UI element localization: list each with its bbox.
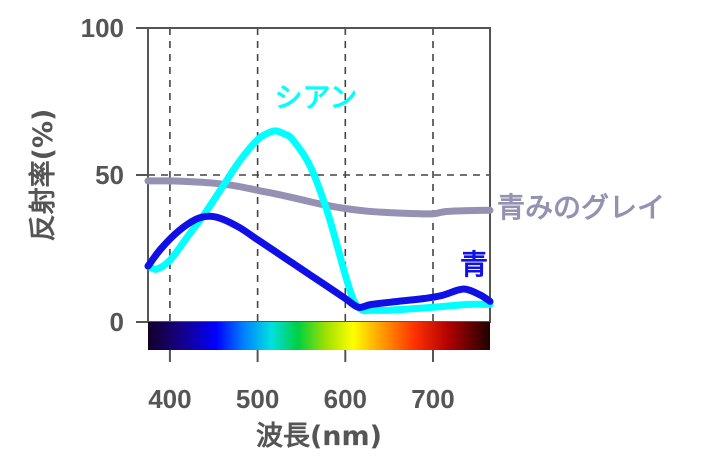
x-axis-title: 波長(nm) xyxy=(256,421,382,452)
spectrum-bar xyxy=(148,322,490,350)
series-line xyxy=(144,212,494,311)
y-tick-label: 50 xyxy=(95,160,124,190)
y-axis-title: 反射率(%) xyxy=(27,109,59,242)
x-tick-label: 400 xyxy=(148,384,191,414)
x-tick-label: 500 xyxy=(236,384,279,414)
series-label: 青 xyxy=(460,248,488,281)
series-label: シアン xyxy=(275,81,358,114)
x-tick-label: 600 xyxy=(324,384,367,414)
axis-ticks: 400 500 600 700 0 50 100 xyxy=(81,13,455,414)
series-label: 青みのグレイ xyxy=(497,191,665,224)
series-lines xyxy=(144,127,494,315)
x-tick-label: 700 xyxy=(411,384,454,414)
series-line xyxy=(144,127,494,315)
grid-lines xyxy=(148,28,490,322)
y-tick-label: 0 xyxy=(110,307,124,337)
y-tick-label: 100 xyxy=(81,13,124,43)
